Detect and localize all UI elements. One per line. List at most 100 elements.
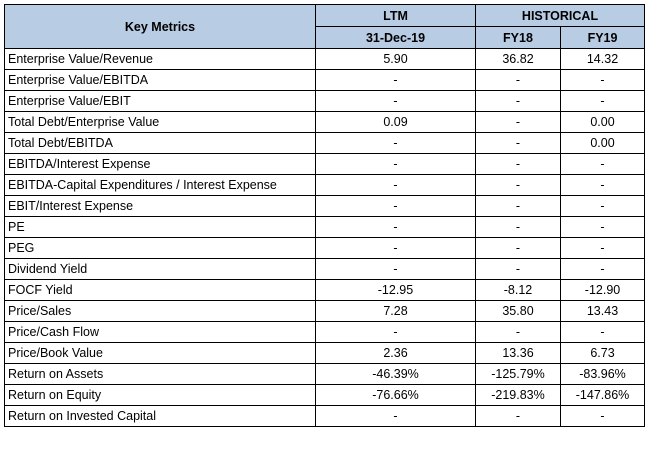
metric-label: Enterprise Value/EBIT xyxy=(4,90,316,112)
metric-label: Return on Invested Capital xyxy=(4,405,316,427)
fy18-value: - xyxy=(475,132,561,154)
metric-label: EBITDA/Interest Expense xyxy=(4,153,316,175)
metrics-body: Enterprise Value/Revenue 5.90 36.82 14.32 En… xyxy=(4,48,646,427)
table-row: Dividend Yield - - - xyxy=(4,258,646,280)
table-row: Total Debt/Enterprise Value 0.09-0.00 xyxy=(4,111,646,133)
ltm-value: 7.28 xyxy=(315,300,476,322)
ltm-value: - xyxy=(315,321,476,343)
fy19-value: 0.00 xyxy=(559,132,646,154)
metric-label: PEG xyxy=(4,237,316,259)
table-row: Return on Assets -46.39% -125.79% -83.96% xyxy=(4,363,646,385)
fy18-value: -219.83% xyxy=(475,384,561,406)
fy18-value: - xyxy=(475,195,561,217)
table-row: EBIT/Interest Expense - - - xyxy=(4,195,646,217)
ltm-value: - xyxy=(315,216,476,238)
fy19-value: -147.86% xyxy=(559,384,646,406)
table-row: FOCF Yield -12.95 -8.12 -12.90 xyxy=(4,279,646,301)
fy19-value: 14.32 xyxy=(559,48,646,70)
key-metrics-header: Key Metrics xyxy=(4,4,316,49)
fy19-value: - xyxy=(559,153,646,175)
ltm-value: - xyxy=(315,258,476,280)
metric-label: Price/Cash Flow xyxy=(4,321,316,343)
metric-label: Price/Sales xyxy=(4,300,316,322)
metric-label: EBIT/Interest Expense xyxy=(4,195,316,217)
header-row-top: Key Metrics LTM HISTORICAL xyxy=(4,4,646,49)
ltm-value: 5.90 xyxy=(315,48,476,70)
fy19-value: - xyxy=(559,195,646,217)
metric-label: Enterprise Value/Revenue xyxy=(4,48,316,70)
fy18-value: - xyxy=(475,174,561,196)
table-row: PE - - - xyxy=(4,216,646,238)
fy18-value: - xyxy=(475,90,561,112)
metric-label: Enterprise Value/EBITDA xyxy=(4,69,316,91)
fy18-value: 35.80 xyxy=(475,300,561,322)
metric-label: FOCF Yield xyxy=(4,279,316,301)
fy18-value: - xyxy=(475,216,561,238)
ltm-value: - xyxy=(315,195,476,217)
fy18-value: - xyxy=(475,258,561,280)
fy18-value: - xyxy=(475,237,561,259)
metric-label: Return on Equity xyxy=(4,384,316,406)
fy18-value: - xyxy=(475,405,561,427)
table-row: Price/Sales 7.28 35.80 13.43 xyxy=(4,300,646,322)
metric-label: Total Debt/EBITDA xyxy=(4,132,316,154)
historical-header: HISTORICAL xyxy=(474,4,646,27)
table-row: Enterprise Value/EBIT - - - xyxy=(4,90,646,112)
fy18-value: 13.36 xyxy=(475,342,561,364)
header-row-sub: 31-Dec-19 FY18 FY19 xyxy=(5,26,646,49)
metric-label: Total Debt/Enterprise Value xyxy=(4,111,316,133)
fy19-value: - xyxy=(559,174,646,196)
metric-label: Dividend Yield xyxy=(4,258,316,280)
key-metrics-table: Key Metrics LTM HISTORICAL 31-Dec-19 FY1… xyxy=(4,4,646,427)
fy18-value: - xyxy=(475,111,561,133)
fy19-value: - xyxy=(559,321,646,343)
table-row: EBITDA/Interest Expense - - - xyxy=(4,153,646,175)
fy19-value: - xyxy=(559,69,646,91)
table-row: Price/Book Value 2.36 13.36 6.73 xyxy=(4,342,646,364)
fy19-value: 13.43 xyxy=(559,300,646,322)
fy19-value: - xyxy=(559,216,646,238)
ltm-value: - xyxy=(315,90,476,112)
fy19-value: 6.73 xyxy=(559,342,646,364)
table-row: PEG - - - xyxy=(4,237,646,259)
fy18-value: 36.82 xyxy=(475,48,561,70)
ltm-value: - xyxy=(315,153,476,175)
ltm-value: - xyxy=(315,174,476,196)
fy18-value: - xyxy=(475,69,561,91)
ltm-value: -76.66% xyxy=(315,384,476,406)
metric-label: Return on Assets xyxy=(4,363,316,385)
fy19-value: - xyxy=(559,405,646,427)
fy18-value: - xyxy=(475,321,561,343)
ltm-value: -46.39% xyxy=(315,363,476,385)
ltm-header: LTM xyxy=(315,4,476,27)
fy18-value: -125.79% xyxy=(475,363,561,385)
table-row: EBITDA-Capital Expenditures / Interest E… xyxy=(4,174,646,196)
fy19-value: - xyxy=(559,258,646,280)
fy19-value: -83.96% xyxy=(559,363,646,385)
table-row: Return on Equity -76.66% -219.83% -147.86% xyxy=(4,384,646,406)
table-row: Price/Cash Flow - - - xyxy=(4,321,646,343)
table-row: Enterprise Value/Revenue 5.90 36.82 14.32 xyxy=(4,48,646,70)
ltm-value: - xyxy=(315,405,476,427)
fy19-value: - xyxy=(559,237,646,259)
ltm-value: -12.95 xyxy=(315,279,476,301)
table-row: Enterprise Value/EBITDA - - - xyxy=(4,69,646,91)
ltm-value: - xyxy=(315,69,476,91)
fy19-value: - xyxy=(559,90,646,112)
ltm-value: - xyxy=(315,132,476,154)
metric-label: EBITDA-Capital Expenditures / Interest E… xyxy=(4,174,316,196)
table-row: Return on Invested Capital - - - xyxy=(4,405,646,427)
fy19-value: -12.90 xyxy=(559,279,646,301)
ltm-value: - xyxy=(315,237,476,259)
metric-label: Price/Book Value xyxy=(4,342,316,364)
fy18-header: FY18 xyxy=(475,26,561,49)
fy19-value: 0.00 xyxy=(559,111,646,133)
ltm-value: 0.09 xyxy=(315,111,476,133)
ltm-date-header: 31-Dec-19 xyxy=(315,26,476,49)
ltm-value: 2.36 xyxy=(315,342,476,364)
fy18-value: -8.12 xyxy=(475,279,561,301)
table-row: Total Debt/EBITDA - -0.00 xyxy=(4,132,646,154)
fy19-header: FY19 xyxy=(559,26,646,49)
key-metrics-table-container: Key Metrics LTM HISTORICAL 31-Dec-19 FY1… xyxy=(4,4,646,427)
fy18-value: - xyxy=(475,153,561,175)
